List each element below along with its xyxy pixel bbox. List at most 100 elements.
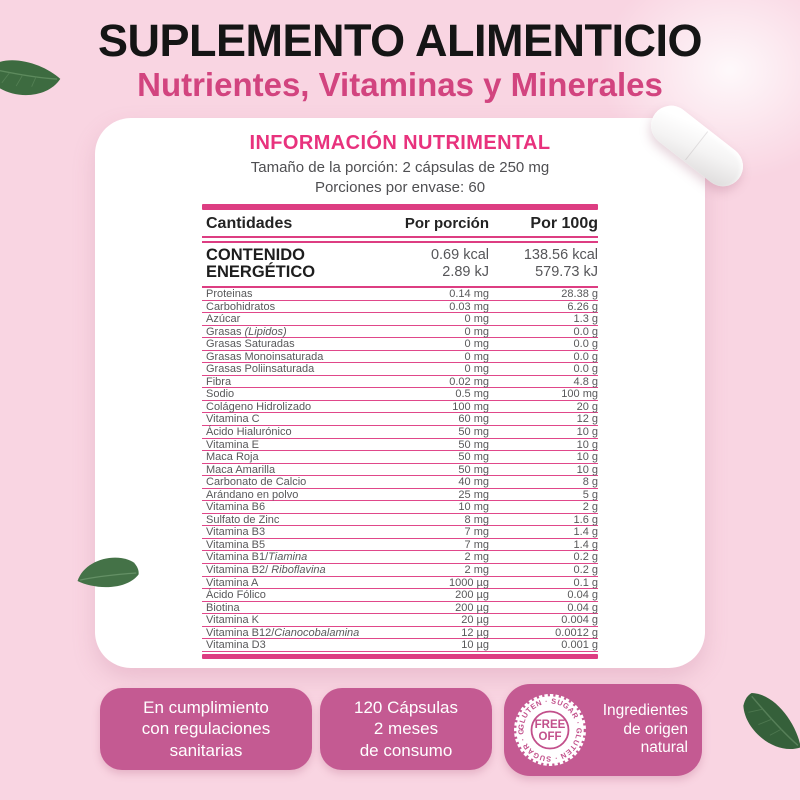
- nutrient-per-serving: 50 mg: [458, 463, 489, 476]
- energy-row: CONTENIDO ENERGÉTICO 0.69 kcal 2.89 kJ 1…: [202, 243, 598, 286]
- table-row: Vitamina B3 7 mg 1.4 g: [202, 526, 598, 539]
- nutrient-per-serving: 0.02 mg: [449, 375, 489, 388]
- table-row: Carbohidratos 0.03 mg 6.26 g: [202, 301, 598, 314]
- energy-divider: [202, 285, 598, 288]
- nutrient-per-serving: 20 µg: [461, 614, 489, 627]
- nutrition-table: Cantidades Por porción Por 100g CONTENID…: [202, 204, 598, 659]
- leaf-icon: [0, 60, 61, 96]
- nutrient-per-serving: 50 mg: [458, 438, 489, 451]
- nutrient-name: Colágeno Hidrolizado: [206, 400, 312, 413]
- column-header-per-100g: Por 100g: [530, 215, 598, 232]
- table-body: Proteinas 0.14 mg 28.38 g Carbohidratos …: [202, 288, 598, 652]
- nutrient-per-100g: 0.0012 g: [555, 626, 598, 639]
- nutrient-name: Vitamina K: [206, 614, 259, 627]
- nutrient-name: Vitamina C: [206, 413, 260, 426]
- nutrient-name: Ácido Hialurónico: [206, 425, 292, 438]
- nutrient-per-serving: 0.5 mg: [455, 388, 489, 401]
- table-row: Arándano en polvo 25 mg 5 g: [202, 489, 598, 502]
- nutrient-per-serving: 60 mg: [458, 413, 489, 426]
- compliance-line1: En cumplimiento: [143, 698, 269, 718]
- nutrient-name: Vitamina B12/Cianocobalamina: [206, 626, 360, 639]
- page-subtitle: Nutrientes, Vitaminas y Minerales: [137, 66, 663, 103]
- nutrient-name: Grasas Poliinsaturada: [206, 363, 315, 376]
- nutrition-heading: INFORMACIÓN NUTRIMENTAL: [249, 132, 551, 154]
- table-row: Maca Roja 50 mg 10 g: [202, 451, 598, 464]
- table-row: Grasas (Lipidos) 0 mg 0.0 g: [202, 326, 598, 339]
- nutrient-per-serving: 50 mg: [458, 451, 489, 464]
- nutrient-per-100g: 8 g: [582, 476, 598, 489]
- natural-ingredients-text: Ingredientes de origen natural: [590, 702, 692, 758]
- nutrient-per-100g: 0.2 g: [573, 551, 598, 564]
- nutrient-name: Grasas Saturadas: [206, 338, 295, 351]
- servings-per-container: Porciones por envase: 60: [314, 178, 486, 196]
- table-row: Carbonato de Calcio 40 mg 8 g: [202, 476, 598, 489]
- natural-line2: de origen: [623, 720, 688, 738]
- nutrient-per-100g: 10 g: [576, 425, 598, 438]
- nutrient-name: Sodio: [206, 388, 235, 401]
- compliance-line3: sanitarias: [169, 740, 243, 760]
- nutrient-name: Vitamina B3: [206, 526, 266, 539]
- nutrient-per-100g: 0.0 g: [573, 363, 598, 376]
- nutrient-per-100g: 12 g: [576, 413, 598, 426]
- nutrient-per-serving: 2 mg: [464, 551, 489, 564]
- table-row: Proteinas 0.14 mg 28.38 g: [202, 288, 598, 301]
- nutrient-per-serving: 10 mg: [458, 501, 489, 514]
- nutrient-per-serving: 0 mg: [464, 350, 489, 363]
- nutrient-per-serving: 200 µg: [455, 601, 489, 614]
- energy-per-100g-kcal: 138.56 kcal: [523, 247, 598, 264]
- table-row: Maca Amarilla 50 mg 10 g: [202, 464, 598, 477]
- capsule-count-badge: 120 Cápsulas 2 meses de consumo: [320, 688, 492, 770]
- table-row: Vitamina B5 7 mg 1.4 g: [202, 539, 598, 552]
- nutrient-per-100g: 0.1 g: [573, 576, 598, 589]
- nutrient-per-serving: 1000 µg: [449, 576, 489, 589]
- energy-per-serving-kcal: 0.69 kcal: [430, 247, 489, 264]
- energy-label: CONTENIDO ENERGÉTICO: [202, 246, 379, 282]
- natural-line1: Ingredientes: [602, 702, 688, 720]
- energy-per-serving: 0.69 kcal 2.89 kJ: [379, 247, 489, 281]
- column-header-quantities: Cantidades: [206, 215, 293, 232]
- nutrient-per-serving: 0 mg: [464, 325, 489, 338]
- nutrient-name: Maca Roja: [206, 451, 259, 464]
- table-row: Vitamina B6 10 mg 2 g: [202, 501, 598, 514]
- nutrient-name: Grasas Monoinsaturada: [206, 350, 324, 363]
- table-row: Vitamina E 50 mg 10 g: [202, 439, 598, 452]
- nutrient-per-100g: 10 g: [576, 438, 598, 451]
- capsules-line2: 2 meses: [373, 719, 439, 739]
- nutrient-per-100g: 20 g: [576, 400, 598, 413]
- table-header-row: Cantidades Por porción Por 100g: [202, 210, 598, 236]
- nutrient-per-serving: 25 mg: [458, 488, 489, 501]
- nutrient-name: Ácido Fólico: [206, 589, 266, 602]
- nutrient-per-100g: 0.0 g: [573, 350, 598, 363]
- nutrient-name: Vitamina D3: [206, 639, 266, 652]
- table-row: Vitamina B1/Tiamina 2 mg 0.2 g: [202, 551, 598, 564]
- nutrient-per-serving: 0 mg: [464, 363, 489, 376]
- nutrient-per-100g: 1.3 g: [573, 313, 598, 326]
- nutrient-name: Azúcar: [206, 313, 241, 326]
- table-row: Vitamina D3 10 µg 0.001 g: [202, 639, 598, 652]
- nutrient-per-100g: 0.004 g: [561, 614, 598, 627]
- leaf-icon: [77, 557, 139, 588]
- nutrient-per-100g: 0.04 g: [567, 601, 598, 614]
- capsule-image: [640, 97, 755, 198]
- nutrient-per-serving: 2 mg: [464, 564, 489, 576]
- table-row: Azúcar 0 mg 1.3 g: [202, 313, 598, 326]
- energy-per-100g-kj: 579.73 kJ: [535, 264, 598, 281]
- nutrient-name: Maca Amarilla: [206, 463, 276, 476]
- nutrient-per-100g: 100 mg: [561, 388, 598, 401]
- nutrient-per-serving: 7 mg: [464, 538, 489, 551]
- nutrient-per-100g: 1.4 g: [573, 538, 598, 551]
- nutrient-name: Arándano en polvo: [206, 488, 299, 501]
- nutrient-name: Grasas (Lipidos): [206, 325, 287, 338]
- nutrient-per-serving: 7 mg: [464, 526, 489, 539]
- table-row: Grasas Monoinsaturada 0 mg 0.0 g: [202, 351, 598, 364]
- nutrient-name: Fibra: [206, 375, 232, 388]
- nutrient-per-100g: 0.0 g: [573, 338, 598, 351]
- nutrient-per-100g: 28.38 g: [561, 287, 598, 300]
- energy-label-line1: CONTENIDO: [206, 246, 305, 264]
- natural-line3: natural: [640, 739, 688, 757]
- table-bottom-bar: [202, 653, 598, 659]
- page-title: SUPLEMENTO ALIMENTICIO: [97, 15, 703, 66]
- capsules-line1: 120 Cápsulas: [354, 698, 458, 718]
- compliance-line2: con regulaciones: [141, 719, 271, 739]
- nutrient-per-serving: 8 mg: [464, 513, 489, 526]
